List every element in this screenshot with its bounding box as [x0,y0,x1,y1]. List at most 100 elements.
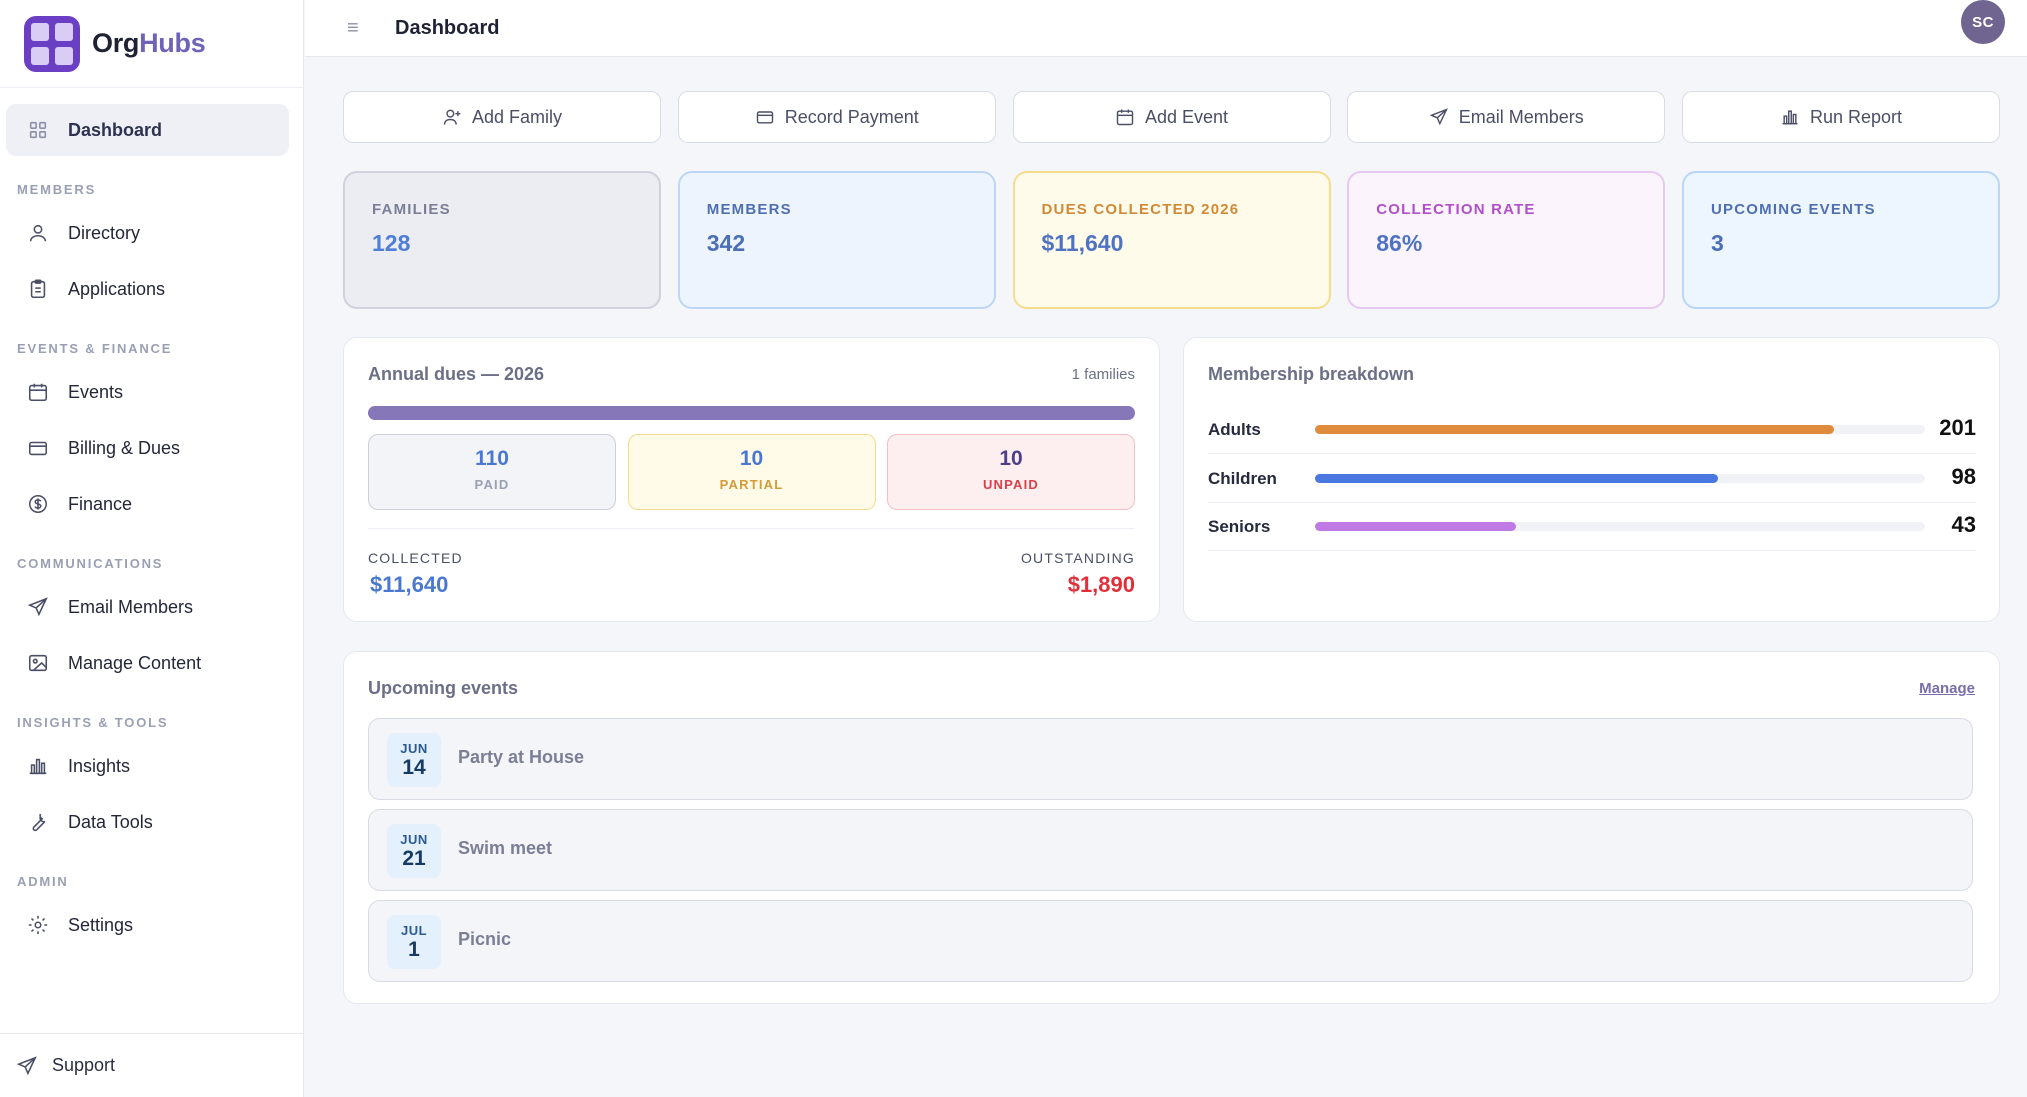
membership-row-value: 43 [1951,512,1976,537]
stat-value: $11,640 [1041,230,1124,256]
sidebar-item-label: Finance [68,493,133,514]
event-row[interactable]: JUN 21 Swim meet [368,809,1973,891]
sidebar: OrgHubs Dashboard MEMBERS Directory Appl… [0,0,304,1097]
sidebar-item-label: Applications [68,278,166,299]
bar-chart-icon [1782,110,1798,125]
dues-paid-label: PAID [474,477,510,492]
sidebar-item-billing[interactable]: Billing & Dues [6,422,289,474]
hamburger-menu-icon[interactable]: ≡ [347,16,359,39]
sidebar-item-email-members[interactable]: Email Members [6,581,289,633]
manage-events-link[interactable]: Manage [1919,680,1975,697]
add-event-button[interactable]: Add Event [1012,91,1331,143]
dues-paid-box[interactable]: 110 PAID [368,434,616,510]
event-row[interactable]: JUL 1 Picnic [368,900,1973,982]
add-family-button[interactable]: Add Family [343,91,661,143]
event-day: 14 [402,756,426,779]
dues-unpaid-box[interactable]: 10 UNPAID [887,434,1135,510]
dues-partial-count: 10 [739,447,764,470]
avatar[interactable]: SC [1961,0,2005,44]
add-family-label: Add Family [471,106,563,127]
credit-card-icon [26,436,50,460]
user-plus-icon [443,109,461,125]
sidebar-item-label: Events [68,381,124,402]
record-payment-button[interactable]: Record Payment [677,91,996,143]
section-label-communications: COMMUNICATIONS [17,556,164,571]
stat-cards: FAMILIES 128 MEMBERS 342 DUES COLLECTED … [343,171,2000,309]
clipboard-icon [26,277,50,301]
brand-name-org: Org [92,28,140,58]
sidebar-item-manage-content[interactable]: Manage Content [6,637,289,689]
membership-bar-track [1315,522,1925,531]
stat-label: DUES COLLECTED 2026 [1041,201,1240,218]
sidebar-item-settings[interactable]: Settings [6,899,289,951]
dues-family-count: 1 families [1071,366,1135,383]
sidebar-item-applications[interactable]: Applications [6,263,289,315]
dues-unpaid-count: 10 [999,447,1023,470]
membership-bar-track [1315,474,1925,483]
event-month: JUN [400,741,428,756]
page-title: Dashboard [395,16,500,39]
event-date-badge: JUN 21 [387,824,441,878]
dues-partial-box[interactable]: 10 PARTIAL [627,434,876,510]
sidebar-item-directory[interactable]: Directory [6,207,289,259]
dues-partial-label: PARTIAL [719,477,784,492]
event-date-badge: JUN 14 [387,733,441,787]
event-name: Picnic [458,929,512,949]
membership-bar-fill [1315,425,1834,434]
brand[interactable]: OrgHubs [0,0,303,88]
membership-row-seniors: Seniors 43 [1208,503,1976,551]
membership-row-name: Adults [1208,420,1261,439]
sidebar-item-events[interactable]: Events [6,366,289,418]
stat-label: UPCOMING EVENTS [1711,201,1876,218]
membership-row-name: Seniors [1208,517,1271,536]
sidebar-item-label: Manage Content [68,652,202,673]
stat-value: 342 [706,230,746,256]
send-icon [26,595,50,619]
sidebar-item-data-tools[interactable]: Data Tools [6,796,289,848]
panel-title: Annual dues — 2026 [368,364,545,384]
orghubs-logo-icon [24,15,80,72]
membership-bar-fill [1315,522,1517,531]
stat-card-upcoming-events: UPCOMING EVENTS 3 [1682,171,2000,309]
stat-value: 3 [1711,230,1724,256]
outstanding-label: OUTSTANDING [1020,550,1135,566]
record-payment-label: Record Payment [784,106,919,127]
stat-card-families: FAMILIES 128 [343,171,661,309]
dollar-circle-icon [26,492,50,516]
upcoming-events-panel: Upcoming events Manage JUN 14 Party at H… [343,651,2000,1004]
event-row[interactable]: JUN 14 Party at House [368,718,1973,800]
stat-card-members: MEMBERS 342 [677,171,996,309]
sidebar-item-insights[interactable]: Insights [6,740,289,792]
sidebar-nav: Dashboard MEMBERS Directory Applications… [0,88,303,951]
calendar-icon [26,380,50,404]
run-report-label: Run Report [1809,106,1903,127]
sidebar-item-label: Email Members [68,596,194,617]
sidebar-item-label: Insights [68,755,131,776]
dues-unpaid-label: UNPAID [982,477,1040,492]
dues-progress-bar [368,406,1135,420]
event-month: JUN [400,832,428,847]
stat-card-dues-collected: DUES COLLECTED 2026 $11,640 [1012,171,1331,309]
quick-actions: Add Family Record Payment Add Event Emai… [343,91,2000,143]
section-label-members: MEMBERS [17,182,97,197]
collected-label: COLLECTED [368,550,463,566]
sidebar-item-label: Billing & Dues [68,437,181,458]
membership-bar-fill [1315,474,1718,483]
wrench-icon [26,810,50,834]
support-link[interactable]: Support [0,1033,303,1097]
user-icon [26,221,50,245]
section-label-insights-tools: INSIGHTS & TOOLS [17,715,169,730]
topbar: ≡ Dashboard SC [305,0,2027,57]
run-report-button[interactable]: Run Report [1682,91,2000,143]
sidebar-item-dashboard[interactable]: Dashboard [6,104,289,156]
event-name: Swim meet [458,838,553,858]
sidebar-item-label: Dashboard [68,119,163,140]
event-day: 21 [402,847,426,870]
credit-card-icon [756,111,773,124]
send-icon [16,1055,37,1075]
brand-name: OrgHubs [92,28,206,59]
panel-title: Upcoming events [368,678,519,698]
sidebar-item-finance[interactable]: Finance [6,478,289,530]
divider [368,528,1135,529]
email-members-button[interactable]: Email Members [1347,91,1666,143]
